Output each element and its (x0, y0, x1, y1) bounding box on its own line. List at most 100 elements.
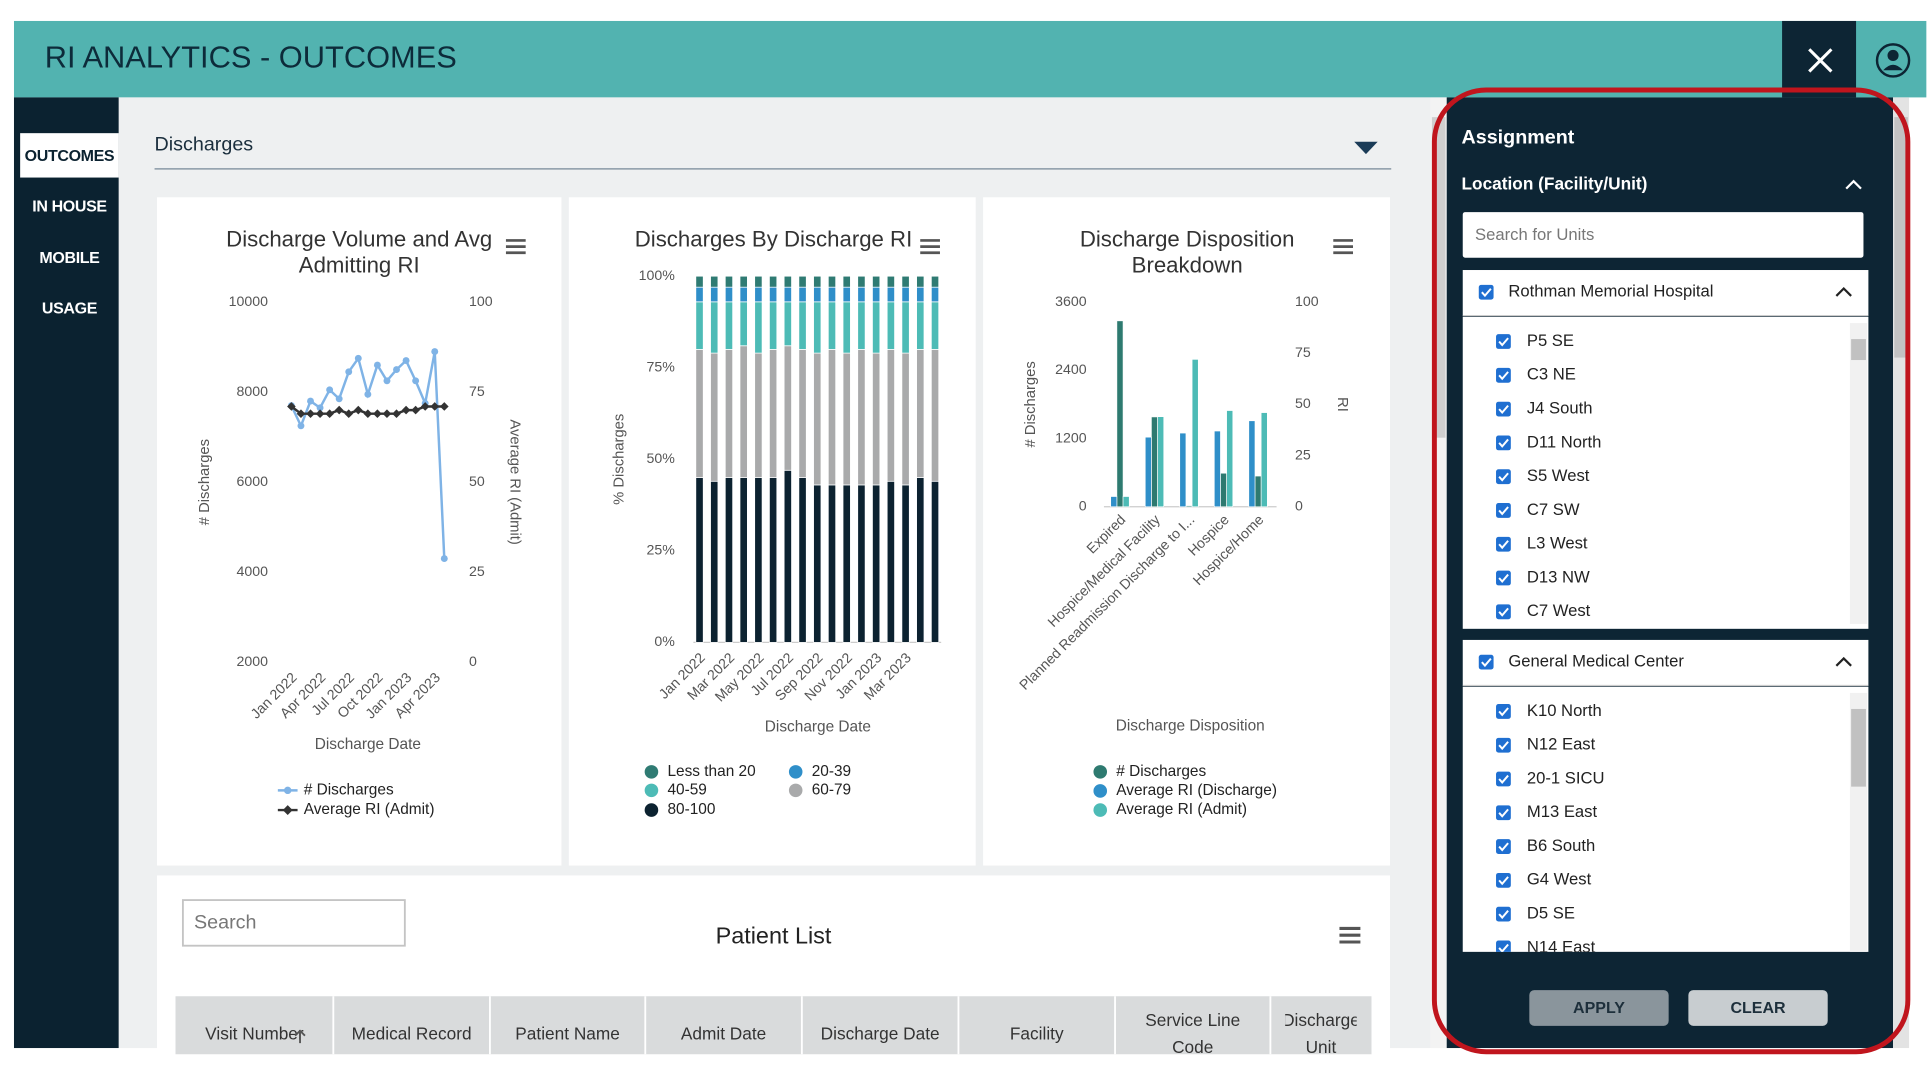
x-axis-title: Discharge Disposition (1116, 717, 1265, 734)
bar-segment (783, 275, 792, 288)
apply-button[interactable] (1529, 990, 1669, 1026)
nav-item[interactable]: USAGE (42, 300, 98, 318)
bar-segment (798, 349, 807, 478)
user-icon-body (1883, 64, 1903, 71)
column-header: Discharge Unit (1285, 1009, 1357, 1057)
menu-icon[interactable] (1339, 926, 1361, 944)
menu-icon[interactable] (505, 239, 526, 255)
checkbox[interactable] (1496, 906, 1511, 922)
unit-list-items: K10 North N12 East 20-1 SICU M13 East B6 Sou… (1496, 701, 1604, 952)
checkbox[interactable] (1478, 654, 1494, 670)
chevron[interactable] (1835, 656, 1852, 667)
checkbox[interactable] (1478, 284, 1494, 300)
nav-active[interactable] (20, 133, 119, 178)
unit-name: P5 SE (1527, 331, 1574, 350)
check-mark (1481, 658, 1492, 668)
bar-segment (842, 352, 851, 486)
sort-icon[interactable] (294, 1029, 306, 1044)
panel-scrollbar-thumb[interactable] (1894, 117, 1908, 358)
unit-name: C7 West (1527, 601, 1591, 620)
nav-item[interactable]: IN HOUSE (32, 197, 108, 215)
checkbox[interactable] (1496, 334, 1511, 349)
group-name: Rothman Memorial Hospital (1508, 282, 1713, 301)
legend-marker (1093, 803, 1108, 817)
legend-label: # Discharges (304, 781, 394, 798)
checkbox[interactable] (1496, 469, 1511, 485)
checkbox[interactable] (1496, 872, 1511, 888)
point (431, 348, 439, 356)
text-box: Patient Name (515, 1023, 620, 1043)
nav-item[interactable]: MOBILE (39, 249, 100, 267)
bar-segment (901, 275, 910, 288)
check-mark (1498, 808, 1509, 818)
menu-icon[interactable] (1333, 239, 1354, 255)
checkbox[interactable] (1496, 435, 1511, 451)
checkbox[interactable] (1496, 704, 1511, 719)
bar-segment (798, 275, 807, 288)
checkbox[interactable] (1496, 737, 1511, 753)
list-scrollbar (1849, 323, 1868, 624)
check-mark (1498, 842, 1509, 852)
bar-segment (739, 477, 748, 643)
bar-segment (916, 349, 925, 478)
menu-icon[interactable] (920, 239, 940, 255)
checkbox[interactable] (1496, 536, 1511, 552)
unit-name: K10 North (1527, 701, 1602, 720)
checkbox[interactable] (1496, 839, 1511, 854)
unit-list (1462, 316, 1869, 629)
y2-tick-label: 0 (469, 654, 477, 670)
checkbox[interactable] (1496, 367, 1511, 383)
bar (1185, 505, 1193, 508)
app-title: RI ANALYTICS - OUTCOMES (45, 39, 457, 74)
check-mark (1498, 707, 1509, 717)
bar (1122, 496, 1130, 508)
y2-tick-label: 50 (1295, 396, 1311, 412)
checkbox[interactable] (1496, 401, 1511, 417)
legend-label: 40-59 (667, 781, 706, 798)
text-box: Discharges By Discharge RI (635, 227, 913, 252)
checkbox[interactable] (1496, 771, 1511, 787)
chevron[interactable] (1845, 179, 1862, 190)
patient-search[interactable] (181, 899, 406, 947)
patient-list-title: Patient List (716, 922, 832, 948)
bar (1116, 320, 1124, 508)
checkbox[interactable] (1496, 805, 1511, 821)
y-tick-label: 50% (647, 451, 676, 467)
bar-segment (916, 477, 925, 643)
checkbox[interactable] (1496, 604, 1511, 620)
text-box: Discharge Volume and Avg Admitting RI (226, 227, 492, 278)
clear-button[interactable] (1688, 990, 1828, 1026)
column-header: Facility (1009, 1023, 1064, 1044)
legend-label: Average RI (Admit) (304, 801, 435, 818)
list-scrollbar-thumb[interactable] (1851, 339, 1866, 361)
bar-segment (886, 286, 895, 303)
bar-segment (724, 477, 734, 643)
user-icon[interactable] (1875, 43, 1911, 78)
bar-segment (872, 484, 881, 643)
point (335, 395, 343, 403)
legend-marker (1093, 765, 1108, 779)
checkbox[interactable] (1496, 570, 1511, 586)
column-header: Discharge Date (820, 1023, 940, 1044)
chevron[interactable] (1835, 286, 1852, 297)
point (440, 555, 448, 563)
y-tick-label: 6000 (236, 474, 268, 490)
unit-search[interactable] (1462, 212, 1864, 258)
bar-segment (842, 275, 851, 288)
checkbox[interactable] (1496, 503, 1511, 518)
bar-segment (813, 286, 822, 303)
bar-segment (872, 275, 881, 288)
bar-segment (872, 301, 881, 354)
list-scrollbar-thumb[interactable] (1851, 708, 1866, 787)
point (412, 377, 420, 385)
bar (1110, 496, 1118, 508)
unit-name: D13 NW (1527, 567, 1590, 586)
bar-segment (798, 301, 807, 350)
unit-list-items: P5 SE C3 NE J4 South D11 North S5 West C7 SW L… (1496, 331, 1601, 620)
nav-item[interactable]: OUTCOMES (25, 147, 116, 165)
bar-segment (901, 484, 910, 643)
legend-label: 20-39 (812, 763, 851, 780)
legend-label: 60-79 (812, 781, 851, 798)
dropdown-arrow[interactable] (1354, 141, 1378, 155)
